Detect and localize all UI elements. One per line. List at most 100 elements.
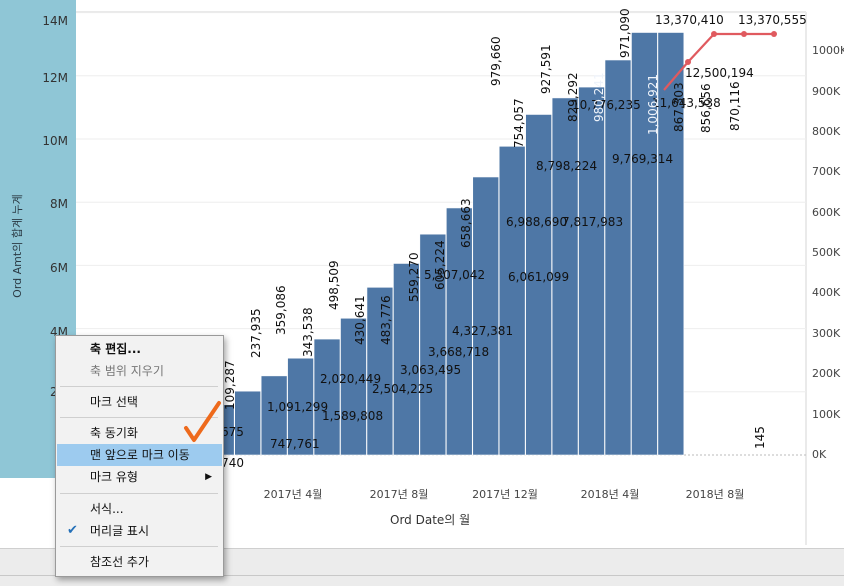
- monthly-label: 754,057: [512, 98, 526, 148]
- right-tick: 600K: [812, 206, 841, 219]
- monthly-label: 483,776: [379, 295, 393, 345]
- right-tick: 800K: [812, 125, 841, 138]
- monthly-label: 605,224: [433, 240, 447, 290]
- bar-chart[interactable]: 50,740747,7611,091,2991,589,8082,020,449…: [0, 0, 844, 548]
- monthly-label: 343,538: [301, 307, 315, 357]
- x-tick: 2018년 8월: [685, 488, 745, 501]
- menu-item-format[interactable]: 서식...: [90, 502, 124, 516]
- menu-item-synchronize-axis[interactable]: 축 동기화: [90, 426, 138, 440]
- x-axis-title: Ord Date의 월: [390, 513, 471, 527]
- bar: [472, 176, 500, 456]
- cumulative-label: 6,988,690: [506, 215, 567, 229]
- right-tick: 900K: [812, 85, 841, 98]
- right-tick: 300K: [812, 327, 841, 340]
- left-tick: 10M: [42, 134, 68, 148]
- cumulative-label: 9,769,314: [612, 152, 673, 166]
- x-tick: 2017년 8월: [369, 488, 429, 501]
- cumulative-label: 5,307,042: [424, 268, 485, 282]
- cumulative-label: 6,061,099: [508, 270, 569, 284]
- bar: [313, 338, 341, 456]
- monthly-label: 856,656: [699, 83, 713, 133]
- bar: [366, 286, 394, 456]
- check-icon: ✔: [67, 523, 78, 538]
- right-tick: 0K: [812, 448, 827, 461]
- submenu-arrow-icon: ▶: [205, 472, 212, 482]
- menu-item-show-header[interactable]: ✔ 머리글 표시: [57, 520, 222, 542]
- right-tick: 100K: [812, 408, 841, 421]
- monthly-label: 980,241: [592, 72, 606, 122]
- right-tick: 500K: [812, 246, 841, 259]
- bar: [393, 263, 420, 456]
- cumulative-label: 11,643,538: [652, 96, 721, 110]
- menu-item-clear-axis-range[interactable]: 축 범위 지우기: [90, 364, 164, 378]
- cumulative-label: 1,091,299: [267, 400, 328, 414]
- cumulative-label: 2,504,225: [372, 382, 433, 396]
- monthly-label: 658,663: [459, 198, 473, 248]
- monthly-label: 559,270: [407, 252, 421, 302]
- monthly-label: 145: [753, 426, 767, 449]
- monthly-label: 498,509: [327, 260, 341, 310]
- right-tick: 400K: [812, 286, 841, 299]
- x-tick: 2018년 4월: [580, 488, 640, 501]
- cumulative-label: 747,761: [270, 437, 320, 451]
- line-point: [771, 31, 777, 37]
- monthly-label: 675: [221, 425, 244, 439]
- menu-item-edit-axis[interactable]: 축 편집...: [90, 342, 141, 356]
- left-tick: 8M: [50, 197, 68, 211]
- cumulative-label: 7,817,983: [562, 215, 623, 229]
- monthly-label: 927,591: [539, 44, 553, 94]
- context-menu: 축 편집... 축 범위 지우기 마크 선택 축 동기화 맨 앞으로 마크 이동…: [55, 335, 224, 577]
- left-tick: 14M: [42, 14, 68, 28]
- monthly-label: 867,303: [672, 82, 686, 132]
- bar: [657, 32, 685, 456]
- cumulative-label: 3,668,718: [428, 345, 489, 359]
- line-point: [711, 31, 717, 37]
- monthly-label: 237,935: [249, 308, 263, 358]
- bar: [631, 32, 658, 456]
- x-tick: 2017년 4월: [263, 488, 323, 501]
- bar: [551, 97, 579, 456]
- monthly-label: 870,116: [728, 81, 742, 131]
- cumulative-label: 4,327,381: [452, 324, 513, 338]
- menu-item-select-marks[interactable]: 마크 선택: [90, 395, 138, 409]
- bar: [260, 375, 288, 456]
- left-tick: 6M: [50, 261, 68, 275]
- monthly-label: 829,292: [566, 72, 580, 122]
- menu-item-mark-type[interactable]: 마크 유형 ▶: [57, 466, 222, 488]
- menu-item-add-reference-line[interactable]: 참조선 추가: [90, 555, 150, 569]
- line-point: [685, 59, 691, 65]
- right-tick: 200K: [812, 367, 841, 380]
- menu-item-move-marks-to-front[interactable]: 맨 앞으로 마크 이동: [57, 444, 222, 466]
- bar: [419, 233, 447, 456]
- cumulative-label: 13,370,410: [655, 13, 724, 27]
- bar: [578, 86, 605, 456]
- left-tick: 12M: [42, 71, 68, 85]
- x-tick: 2017년 12월: [472, 488, 538, 501]
- cumulative-label: 10,776,235: [572, 98, 641, 112]
- monthly-label: 430,641: [353, 295, 367, 345]
- right-tick: 700K: [812, 165, 841, 178]
- cumulative-label: 2,020,449: [320, 372, 381, 386]
- bar: [604, 59, 632, 456]
- line-point: [741, 31, 747, 37]
- cumulative-label: 12,500,194: [685, 66, 754, 80]
- cumulative-label: 13,370,555: [738, 13, 807, 27]
- monthly-label: 979,660: [489, 36, 503, 86]
- menu-item-show-header-label: 머리글 표시: [90, 524, 150, 538]
- annotation-check-icon: [184, 401, 221, 442]
- bar: [340, 317, 367, 456]
- monthly-label: 359,086: [274, 285, 288, 335]
- cumulative-label: 8,798,224: [536, 159, 597, 173]
- bar: [234, 390, 261, 456]
- monthly-label: 109,287: [223, 360, 237, 410]
- right-tick: 1000K: [812, 44, 844, 57]
- monthly-label: 1,006,921: [646, 74, 660, 135]
- bar: [287, 357, 314, 456]
- bar: [525, 114, 552, 456]
- bar: [445, 207, 473, 456]
- cumulative-label: 1,589,808: [322, 409, 383, 423]
- cumulative-label: 3,063,495: [400, 363, 461, 377]
- monthly-label: 971,090: [618, 8, 632, 58]
- bar: [498, 145, 526, 456]
- menu-item-mark-type-label: 마크 유형: [90, 470, 138, 484]
